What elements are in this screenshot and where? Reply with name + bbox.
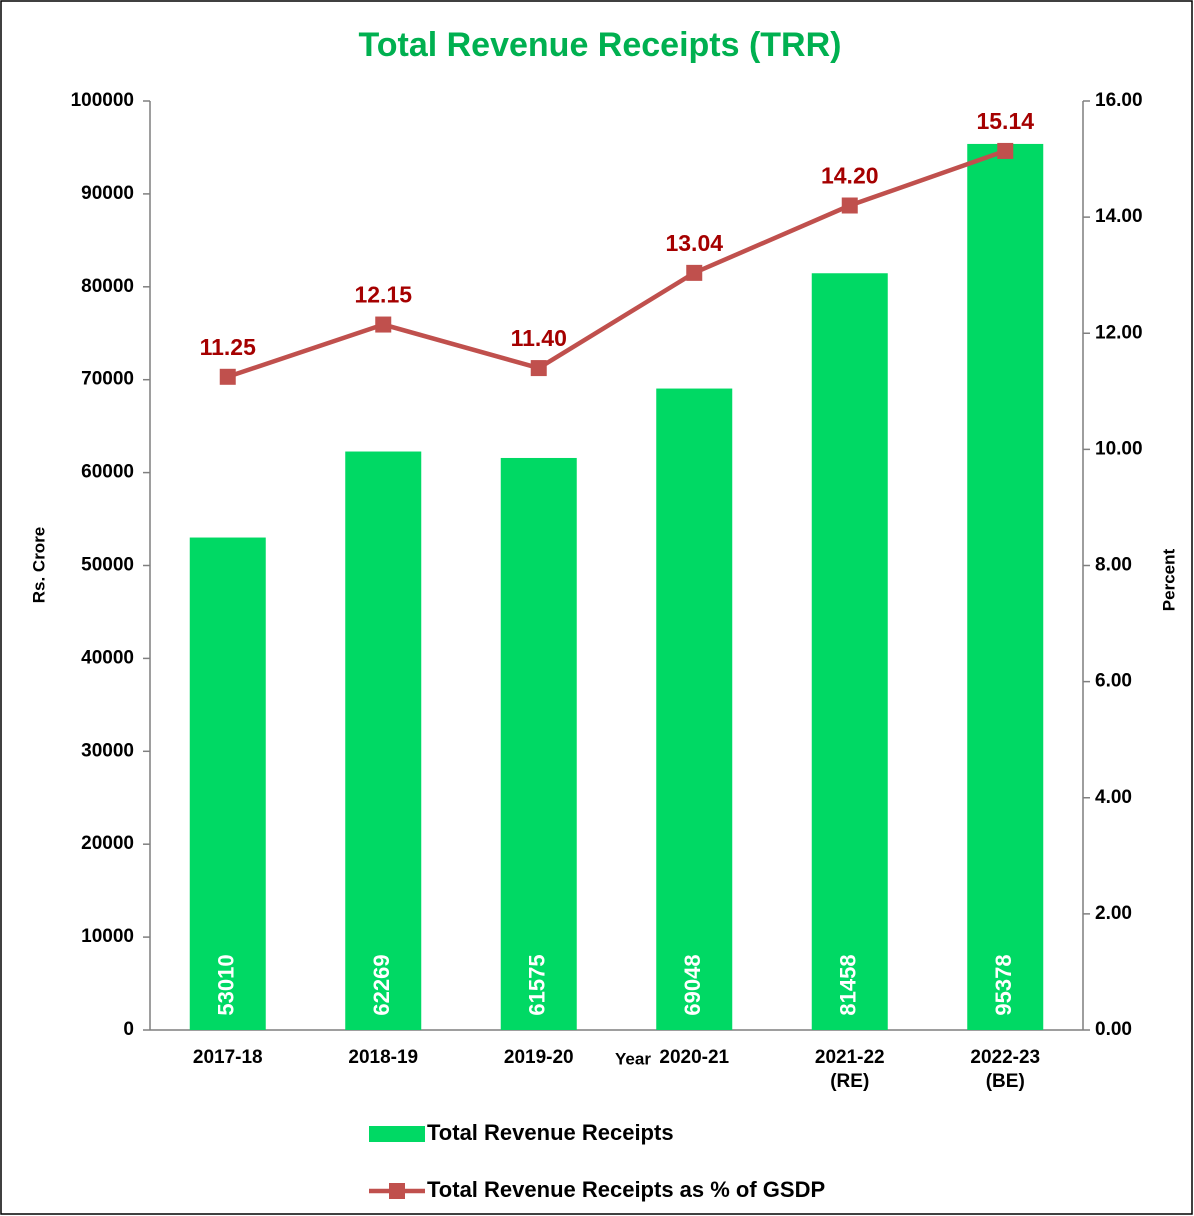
line-marker bbox=[219, 368, 236, 385]
bar bbox=[189, 537, 266, 1030]
bar-value-label: 62269 bbox=[369, 954, 394, 1015]
y2-tick-label: 12.00 bbox=[1095, 322, 1143, 343]
y2-tick-label: 14.00 bbox=[1095, 206, 1143, 227]
line-value-label: 11.25 bbox=[200, 334, 256, 360]
x-tick-label: 2018-19 bbox=[348, 1047, 418, 1068]
bar-value-label: 81458 bbox=[836, 954, 861, 1015]
x-tick-label: 2022-23 (BE) bbox=[970, 1047, 1040, 1092]
x-tick-label: 2017-18 bbox=[193, 1047, 263, 1068]
bar bbox=[811, 273, 888, 1030]
y-tick-label: 20000 bbox=[81, 833, 134, 854]
line-value-label: 13.04 bbox=[665, 230, 723, 256]
y2-tick-label: 4.00 bbox=[1095, 787, 1132, 808]
y-tick-label: 60000 bbox=[81, 462, 134, 483]
bar bbox=[500, 457, 577, 1030]
line-marker bbox=[686, 264, 703, 281]
y-tick-label: 80000 bbox=[81, 276, 134, 297]
y-tick-label: 10000 bbox=[81, 926, 134, 947]
line-value-label: 11.40 bbox=[511, 325, 567, 351]
line-value-label: 15.14 bbox=[976, 108, 1034, 134]
y-axis-title: Rs. Crore bbox=[29, 527, 48, 604]
x-tick-label: 2021-22 (RE) bbox=[815, 1047, 885, 1092]
chart-title: Total Revenue Receipts (TRR) bbox=[358, 26, 841, 64]
y-tick-label: 100000 bbox=[71, 90, 134, 111]
y-tick-label: 90000 bbox=[81, 183, 134, 204]
bar bbox=[345, 451, 422, 1030]
y-tick-label: 30000 bbox=[81, 740, 134, 761]
legend-swatch bbox=[389, 1183, 405, 1199]
bar bbox=[967, 143, 1044, 1031]
y-tick-label: 70000 bbox=[81, 369, 134, 390]
y2-axis-title: Percent bbox=[1159, 548, 1178, 611]
line-marker bbox=[375, 316, 392, 333]
bar bbox=[656, 388, 733, 1030]
y2-tick-label: 16.00 bbox=[1095, 90, 1143, 111]
y-tick-label: 40000 bbox=[81, 647, 134, 668]
bar-value-label: 69048 bbox=[680, 954, 705, 1015]
y2-tick-label: 2.00 bbox=[1095, 903, 1132, 924]
y-tick-label: 50000 bbox=[81, 555, 134, 576]
bar-value-label: 53010 bbox=[214, 954, 239, 1015]
y2-tick-label: 8.00 bbox=[1095, 555, 1132, 576]
y-tick-label: 0 bbox=[123, 1019, 134, 1040]
legend-label: Total Revenue Receipts bbox=[427, 1120, 674, 1145]
line-value-label: 12.15 bbox=[354, 282, 412, 308]
bar-value-label: 61575 bbox=[525, 954, 550, 1015]
bar-value-label: 95378 bbox=[991, 954, 1016, 1015]
x-tick-label: 2019-20 bbox=[504, 1047, 574, 1068]
line-value-label: 14.20 bbox=[821, 163, 879, 189]
line-marker bbox=[997, 142, 1014, 159]
line-marker bbox=[841, 197, 858, 214]
y2-tick-label: 10.00 bbox=[1095, 438, 1143, 459]
line bbox=[227, 148, 1006, 379]
y2-tick-label: 6.00 bbox=[1095, 671, 1132, 692]
line-marker bbox=[530, 360, 547, 377]
x-axis-title: Year bbox=[615, 1049, 651, 1068]
x-tick-label: 2020-21 bbox=[659, 1047, 729, 1068]
legend-label: Total Revenue Receipts as % of GSDP bbox=[427, 1177, 825, 1202]
y2-tick-label: 0.00 bbox=[1095, 1019, 1132, 1040]
legend-swatch bbox=[369, 1126, 425, 1142]
